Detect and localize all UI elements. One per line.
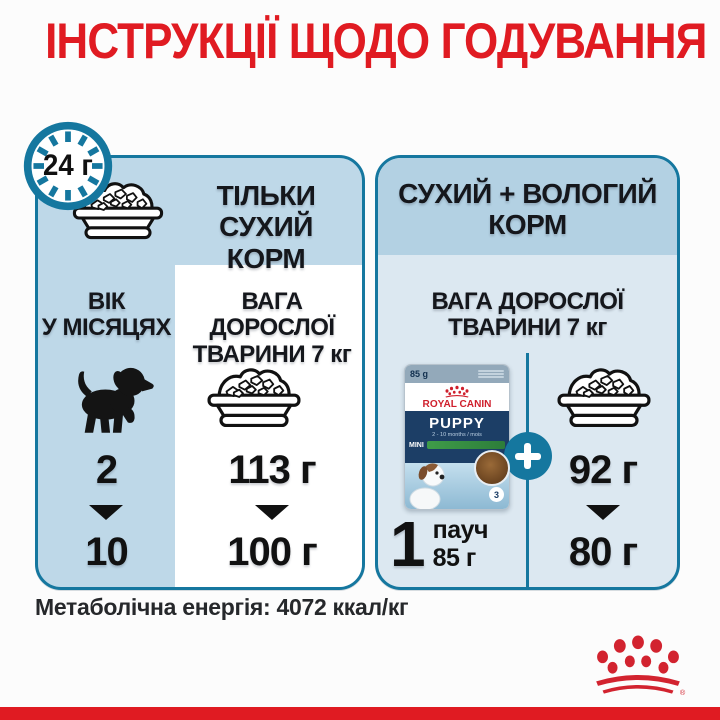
age-header-line2: У МІСЯЦЯХ	[41, 314, 172, 342]
pouch-brand-name: ROYAL CANIN	[422, 398, 492, 410]
dry-food-panel-title: ТІЛЬКИ СУХИЙ КОРМ	[170, 180, 362, 274]
weight-header-mixed-line1: ВАГА ДОРОСЛОЇ	[431, 288, 624, 315]
pouch-fine-print-lines	[478, 370, 504, 378]
registered-trademark-symbol: ®	[680, 688, 686, 697]
pouch-count-value: 1	[390, 508, 426, 580]
bottom-red-bar	[0, 707, 720, 720]
pouch-unit-label: пауч	[432, 516, 489, 545]
mixed-amount-to-value: 80 г	[568, 530, 638, 574]
pouch-product-name: PUPPY	[429, 415, 485, 432]
pouch-unit-weight: 85 г	[432, 543, 477, 572]
age-column-header: ВІК У МІСЯЦЯХ	[38, 288, 175, 342]
pouch-top-strip: 85 g	[405, 365, 509, 383]
clock-icon	[23, 121, 113, 211]
clock-label: 24 г	[43, 149, 93, 182]
pouch-brand-block: ROYAL CANIN	[405, 383, 509, 413]
mixed-food-panel-header-bg	[378, 158, 677, 255]
royal-canin-logo: ®	[596, 635, 686, 697]
pouch-size-bar	[426, 441, 505, 449]
mixed-amount-from-value: 92 г	[568, 448, 638, 492]
weight-column-header-mixed: ВАГА ДОРОСЛОЇ ТВАРИНИ 7 кг	[378, 288, 677, 342]
metabolic-energy-note: Метаболічна енергія: 4072 ккал/кг	[35, 594, 409, 620]
age-from-value: 2	[95, 448, 118, 492]
weight-header-mixed-line2: ТВАРИНИ 7 кг	[448, 314, 607, 342]
weight-column-header-dry: ВАГА ДОРОСЛОЇ ТВАРИНИ 7 кг	[178, 288, 362, 368]
page-title: ІНСТРУКЦІЇ ЩОДО ГОДУВАННЯ	[45, 13, 707, 69]
plus-icon	[503, 432, 552, 480]
pouch-quantity-labels: пауч 85 г	[432, 516, 489, 572]
page-title-row: ІНСТРУКЦІЇ ЩОДО ГОДУВАННЯ	[0, 12, 720, 70]
mixed-food-title-line2: КОРМ	[488, 209, 567, 241]
arrow-down-icon	[586, 505, 620, 520]
arrow-down-icon	[89, 505, 123, 520]
pouch-count-badge: 3	[489, 487, 504, 502]
dry-food-panel: ТІЛЬКИ СУХИЙ КОРМ ВІК У МІСЯЦЯХ ВАГА ДОР…	[35, 155, 365, 590]
dry-food-title-line2: КОРМ	[226, 242, 306, 274]
mixed-food-panel-title: СУХИЙ + ВОЛОГИЙ КОРМ	[378, 178, 677, 241]
weight-header-dry-line2: ТВАРИНИ 7 кг	[192, 340, 352, 368]
clock-24h-badge: 24 г	[20, 118, 116, 214]
pouch-product-subtitle: 2 - 10 months / mois	[432, 432, 482, 438]
weight-header-dry-line1: ВАГА ДОРОСЛОЇ	[209, 288, 336, 342]
arrow-down-icon	[255, 505, 289, 520]
kibble-bowl-icon	[207, 368, 301, 428]
dry-amount-to-value: 100 г	[227, 530, 318, 574]
kibble-bowl-icon	[557, 368, 651, 428]
dry-food-title-line1: ТІЛЬКИ СУХИЙ	[216, 180, 316, 243]
pouch-size-label: MINI	[409, 441, 424, 449]
pouch-puppy-photo	[409, 463, 445, 509]
age-to-value: 10	[85, 530, 129, 574]
mixed-food-title-line1: СУХИЙ + ВОЛОГИЙ	[398, 178, 657, 209]
pouch-food-bowl-photo	[474, 450, 510, 486]
pouch-weight-label: 85 g	[410, 369, 429, 379]
wet-food-pouch: 85 g	[404, 364, 510, 510]
pouch-quantity-block: 1 пауч 85 г	[390, 508, 520, 580]
royal-canin-crown-icon	[445, 385, 469, 398]
puppy-silhouette-icon	[78, 367, 154, 433]
mixed-food-panel: СУХИЙ + ВОЛОГИЙ КОРМ ВАГА ДОРОСЛОЇ ТВАРИ…	[375, 155, 680, 590]
pouch-size-row: MINI	[409, 441, 505, 449]
dry-amount-from-value: 113 г	[228, 448, 316, 492]
age-header-line1: ВІК	[87, 288, 126, 315]
